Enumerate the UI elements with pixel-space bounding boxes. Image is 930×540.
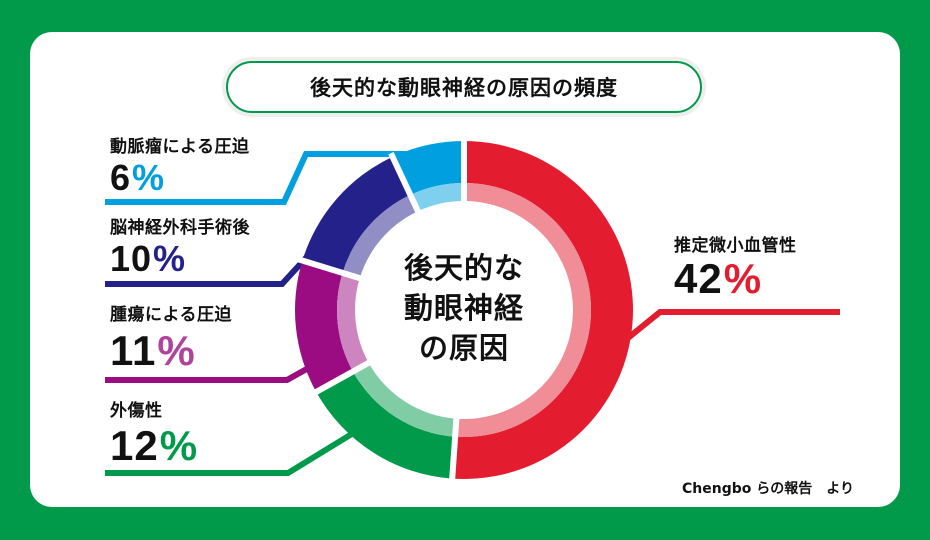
donut-segment-aneurysm xyxy=(392,141,464,195)
leader-line-tumor xyxy=(105,363,314,383)
value-aneurysm: 6% xyxy=(110,157,166,198)
donut-segment-inner-aneurysm xyxy=(410,183,464,212)
donut-center-label: 後天的な 動眼神経 の原因 xyxy=(364,248,564,368)
chart-title: 後天的な動眼神経の原因の頻度 xyxy=(226,61,702,113)
segment-divider xyxy=(448,416,460,483)
segment-divider xyxy=(388,151,422,215)
value-neurosurgery: 10% xyxy=(110,238,187,279)
value-microvascular: 42% xyxy=(674,255,763,302)
leader-line-microvascular xyxy=(626,309,840,341)
leader-line-trauma xyxy=(105,429,357,476)
label-neurosurgery: 脳神経外科手術後 xyxy=(110,218,250,238)
donut-segment-inner-tumor xyxy=(336,272,369,372)
center-line-1: 後天的な xyxy=(403,251,524,285)
donut-segment-inner-microvascular xyxy=(455,183,591,437)
segment-divider xyxy=(311,359,372,397)
donut-segment-inner-trauma xyxy=(352,362,457,437)
donut-segment-tumor xyxy=(295,260,353,392)
label-aneurysm: 動脈瘤による圧迫 xyxy=(110,137,250,157)
value-trauma: 12% xyxy=(110,422,199,469)
source-note: Chengbo らの報告 より xyxy=(682,481,854,497)
donut-segment-trauma xyxy=(316,371,456,479)
leader-line-aneurysm xyxy=(105,151,420,205)
center-line-3: の原因 xyxy=(418,331,509,365)
donut-segment-inner-neurosurgery xyxy=(342,194,418,279)
value-tumor: 11% xyxy=(110,327,196,374)
donut-segments xyxy=(295,137,633,483)
segment-divider xyxy=(297,256,363,282)
label-tumor: 腫瘍による圧迫 xyxy=(110,305,232,325)
label-microvascular: 推定微小血管性 xyxy=(674,236,797,256)
donut-segment-microvascular xyxy=(452,141,633,479)
center-line-2: 動眼神経 xyxy=(403,291,524,325)
label-trauma: 外傷性 xyxy=(110,401,163,421)
donut-segment-neurosurgery xyxy=(302,156,411,273)
